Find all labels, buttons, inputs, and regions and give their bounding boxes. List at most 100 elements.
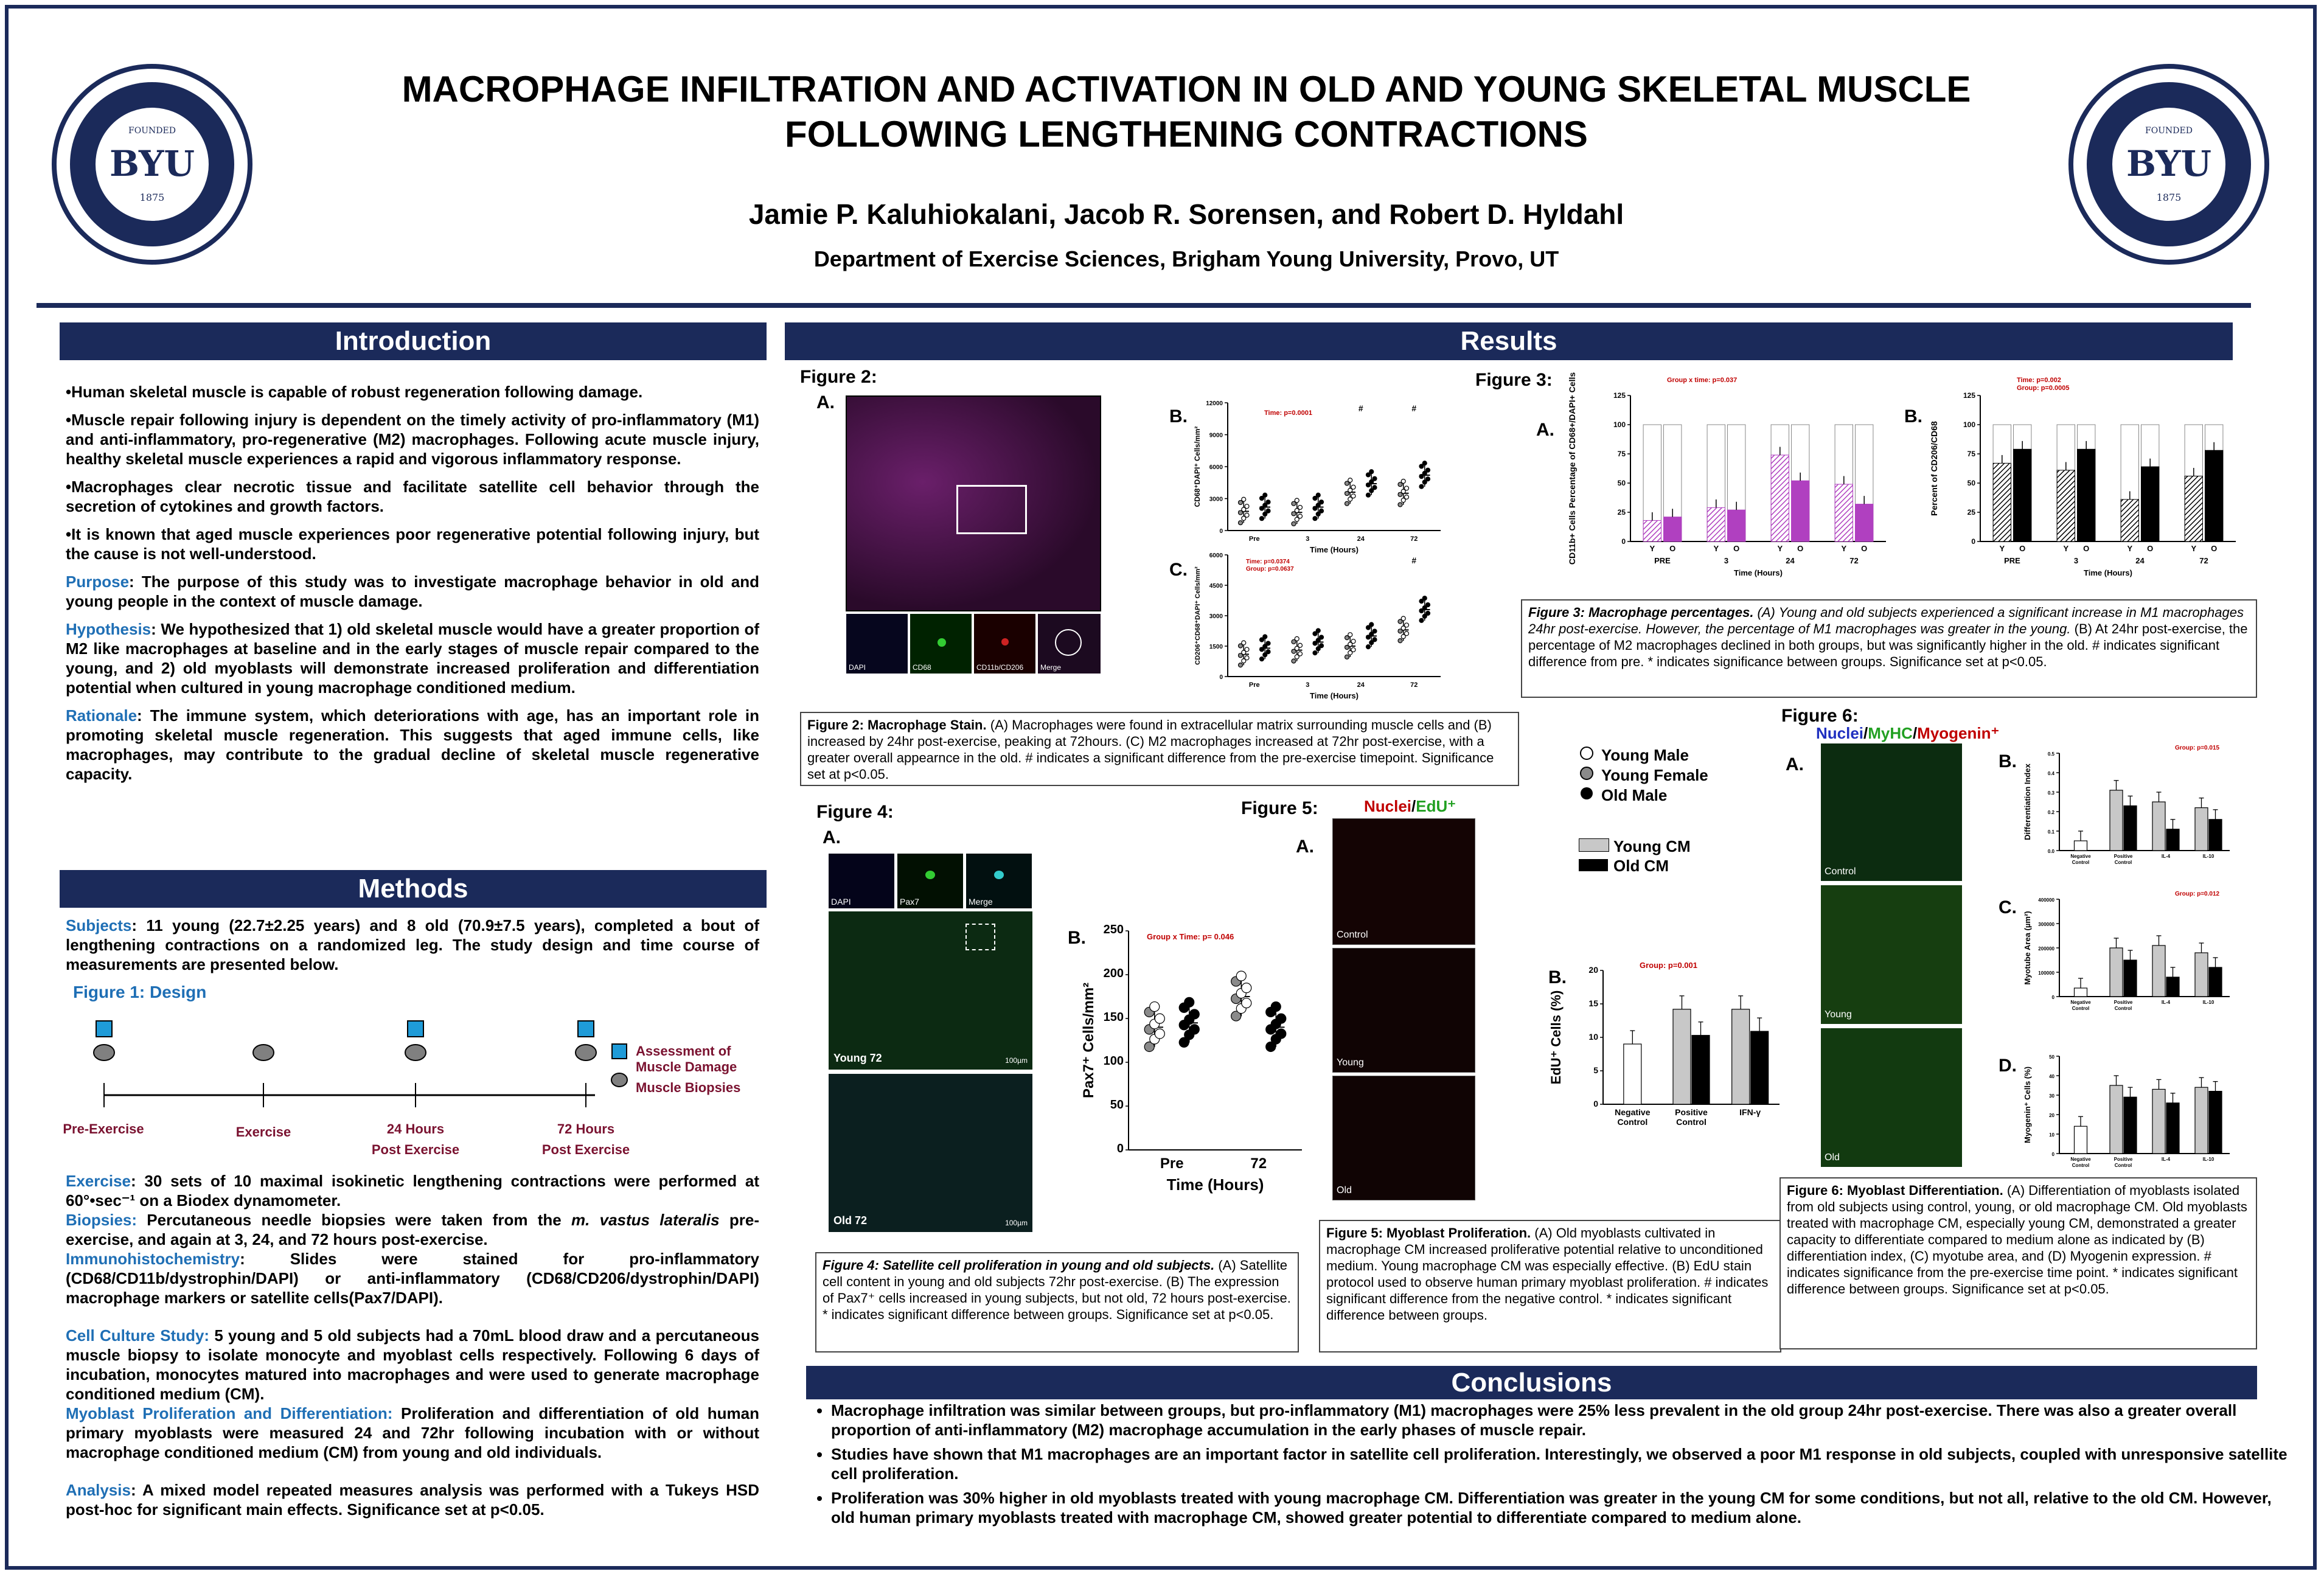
- data-point: [1348, 496, 1353, 502]
- x-axis-label: Time (Hours): [1310, 691, 1359, 700]
- y-tick-label: 400000: [2038, 897, 2054, 903]
- data-point: [1244, 647, 1250, 652]
- x-axis-label: Time (Hours): [1734, 568, 1783, 577]
- bar: [2109, 947, 2123, 997]
- biopsy-marker: [252, 1044, 274, 1061]
- data-point: [1244, 504, 1250, 509]
- methods-exercise: Exercise: 30 sets of 10 maximal isokinet…: [66, 1172, 759, 1210]
- fig5-stain-label: Nuclei/EdU⁺: [1364, 797, 1456, 815]
- data-point: [1312, 641, 1318, 646]
- bar: [2166, 976, 2180, 997]
- bar: [2194, 1087, 2208, 1154]
- data-point: [1184, 997, 1195, 1008]
- x-axis-label: Time (Hours): [1310, 545, 1359, 554]
- x-tick-label: Pre: [1160, 1155, 1184, 1172]
- data-point: [1259, 637, 1265, 642]
- data-point: [1259, 647, 1265, 652]
- bar: [1663, 517, 1682, 542]
- y-tick-label: 50: [2049, 1054, 2054, 1060]
- data-point: [1400, 498, 1406, 503]
- data-point: [1400, 489, 1406, 494]
- x-tick-label: IL-10: [2203, 1000, 2214, 1005]
- bar: [2123, 1096, 2137, 1154]
- data-point: [1231, 1011, 1242, 1022]
- stat-annotation: Group: p=0.015: [2175, 745, 2220, 751]
- intro-purpose: Purpose: The purpose of this study was t…: [66, 573, 759, 610]
- legend-assessment-icon: [611, 1043, 627, 1059]
- bar: [2123, 805, 2137, 851]
- group-label: O: [1797, 544, 1803, 553]
- data-point: [1312, 631, 1318, 636]
- y-tick-label: 12000: [1206, 400, 1223, 407]
- stat-annotation: Time: p=0.0001: [1264, 409, 1312, 417]
- y-tick-label: 100: [1613, 420, 1626, 429]
- x-tick-label: Negative: [2070, 1157, 2091, 1162]
- y-tick-label: 0.1: [2048, 829, 2055, 835]
- x-tick-label: Control: [1676, 1117, 1706, 1127]
- x-tick-label: 72: [1410, 535, 1418, 543]
- methods-analysis: Analysis: A mixed model repeated measure…: [66, 1481, 759, 1519]
- bar: [1992, 462, 2011, 542]
- y-tick-label: 0.0: [2048, 849, 2055, 854]
- assessment-marker: [96, 1020, 113, 1037]
- legend-biopsy-icon: [611, 1073, 628, 1087]
- fig5-micro-old: Old: [1332, 1076, 1475, 1200]
- y-tick-label: 0: [1971, 537, 1975, 546]
- x-tick-label: IL-4: [2162, 1000, 2171, 1005]
- methods-header: Methods: [60, 870, 767, 908]
- x-tick-label: IL-4: [2162, 1157, 2171, 1162]
- data-point: [1265, 641, 1271, 646]
- data-point: [1291, 658, 1296, 664]
- data-point: [1262, 644, 1268, 649]
- group-label: Y: [1713, 544, 1719, 553]
- data-point: [1351, 647, 1356, 653]
- y-tick-label: 0: [1219, 674, 1223, 681]
- data-point: [1241, 496, 1247, 502]
- bar: [2184, 475, 2204, 542]
- data-point: [1344, 654, 1350, 660]
- bar: [2194, 807, 2208, 851]
- significance-mark: #: [1411, 403, 1416, 413]
- data-point: [1262, 492, 1268, 498]
- y-tick-label: 0: [1117, 1142, 1124, 1155]
- x-tick-label: 24: [1357, 535, 1365, 543]
- bar: [2141, 466, 2160, 542]
- fig6-caption: Figure 6: Myoblast Differentiation. (A) …: [1780, 1177, 2257, 1349]
- data-point: [1244, 512, 1250, 518]
- group-label: O: [2019, 544, 2025, 553]
- data-point: [1351, 484, 1356, 490]
- x-tick-label: 3: [1306, 535, 1309, 543]
- data-point: [1318, 635, 1324, 640]
- data-point: [1397, 492, 1403, 497]
- intro-bullet: •Human skeletal muscle is capable of rob…: [66, 383, 643, 401]
- data-point: [1318, 508, 1324, 513]
- data-point: [1369, 640, 1374, 646]
- data-point: [1397, 502, 1403, 507]
- y-tick-label: 50: [1618, 479, 1626, 487]
- fig2-micro-cd68: CD68: [910, 613, 972, 674]
- bar: [2056, 470, 2076, 542]
- intro-rationale: Rationale: The immune system, which dete…: [66, 706, 759, 783]
- bar: [2109, 790, 2123, 851]
- x-tick-label: PRE: [1654, 556, 1671, 565]
- bar: [2073, 987, 2088, 997]
- y-tick-label: 125: [1613, 391, 1626, 400]
- data-point: [1419, 484, 1424, 489]
- bar: [2073, 1126, 2088, 1154]
- bar: [2120, 499, 2140, 542]
- data-point: [1291, 511, 1296, 517]
- stat-annotation: Group: p=0.001: [1640, 961, 1697, 970]
- conclusions-list: Macrophage infiltration was similar betw…: [802, 1401, 2288, 1532]
- bar: [2166, 1102, 2180, 1154]
- conclusion-item: Studies have shown that M1 macrophages a…: [831, 1444, 2288, 1483]
- data-point: [1365, 625, 1371, 630]
- y-tick-label: 75: [1618, 450, 1626, 458]
- y-tick-label: 125: [1963, 391, 1975, 400]
- x-tick-label: Pre: [1249, 535, 1260, 543]
- y-axis-label: Pax7⁺ Cells/mm²: [1080, 983, 1097, 1098]
- intro-bullet: •It is known that aged muscle experience…: [66, 525, 759, 563]
- results-header: Results: [785, 322, 2233, 360]
- data-point: [1397, 482, 1403, 487]
- data-point: [1189, 1009, 1200, 1020]
- data-point: [1189, 1024, 1200, 1035]
